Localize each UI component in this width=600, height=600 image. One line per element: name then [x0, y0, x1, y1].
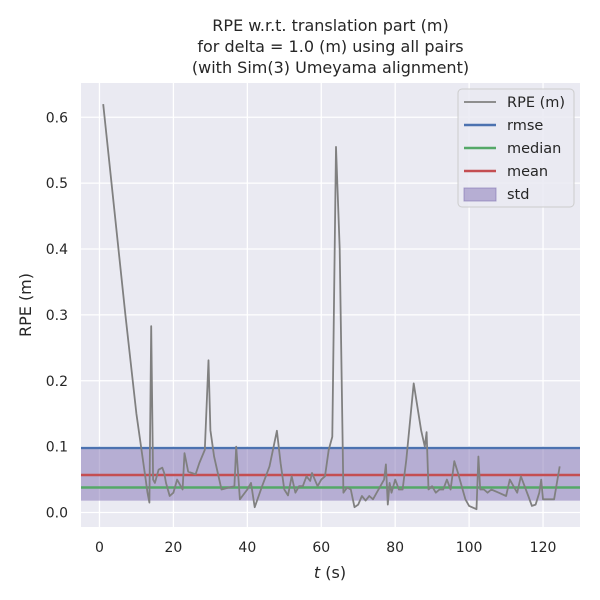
x-tick-label: 40 [238, 540, 256, 556]
x-axis-label-symbol: t [314, 563, 321, 582]
legend-label: std [507, 187, 529, 203]
y-tick-label: 0.3 [46, 308, 68, 324]
x-tick-label: 100 [456, 540, 483, 556]
x-tick-label: 20 [164, 540, 182, 556]
y-tick-label: 0.6 [46, 110, 68, 126]
legend: RPE (m) rmse median mean std [457, 88, 575, 208]
chart-title: RPE w.r.t. translation part (m) for delt… [192, 16, 469, 77]
legend-frame [457, 88, 575, 208]
title-line-1: RPE w.r.t. translation part (m) [212, 16, 448, 35]
x-tick-label: 60 [312, 540, 330, 556]
x-tick-label: 0 [95, 540, 104, 556]
x-tick-label: 120 [530, 540, 557, 556]
y-tick-label: 0.0 [46, 506, 68, 522]
legend-label: median [507, 141, 561, 157]
y-tick-label: 0.4 [46, 242, 68, 258]
legend-swatch-std [463, 187, 497, 202]
y-axis-label: RPE (m) [16, 273, 35, 337]
tick-labels: 0 20 40 60 80 100 120 0.0 0.1 0.2 0.3 0.4 0.5 0.6 [46, 110, 557, 556]
rpe-series-line [102, 104, 561, 511]
legend-label: mean [507, 164, 548, 180]
y-tick-label: 0.2 [46, 374, 68, 390]
x-axis-label-unit: (s) [320, 563, 346, 582]
legend-label: RPE (m) [507, 95, 565, 111]
y-tick-label: 0.5 [46, 176, 68, 192]
title-line-2: for delta = 1.0 (m) using all pairs [197, 37, 463, 56]
series-layer [102, 104, 561, 511]
legend-label: rmse [507, 118, 543, 134]
grid [81, 83, 580, 527]
title-line-3: (with Sim(3) Umeyama alignment) [192, 58, 469, 77]
y-tick-label: 0.1 [46, 440, 68, 456]
x-tick-label: 80 [386, 540, 404, 556]
x-axis-label: t (s) [314, 563, 346, 582]
